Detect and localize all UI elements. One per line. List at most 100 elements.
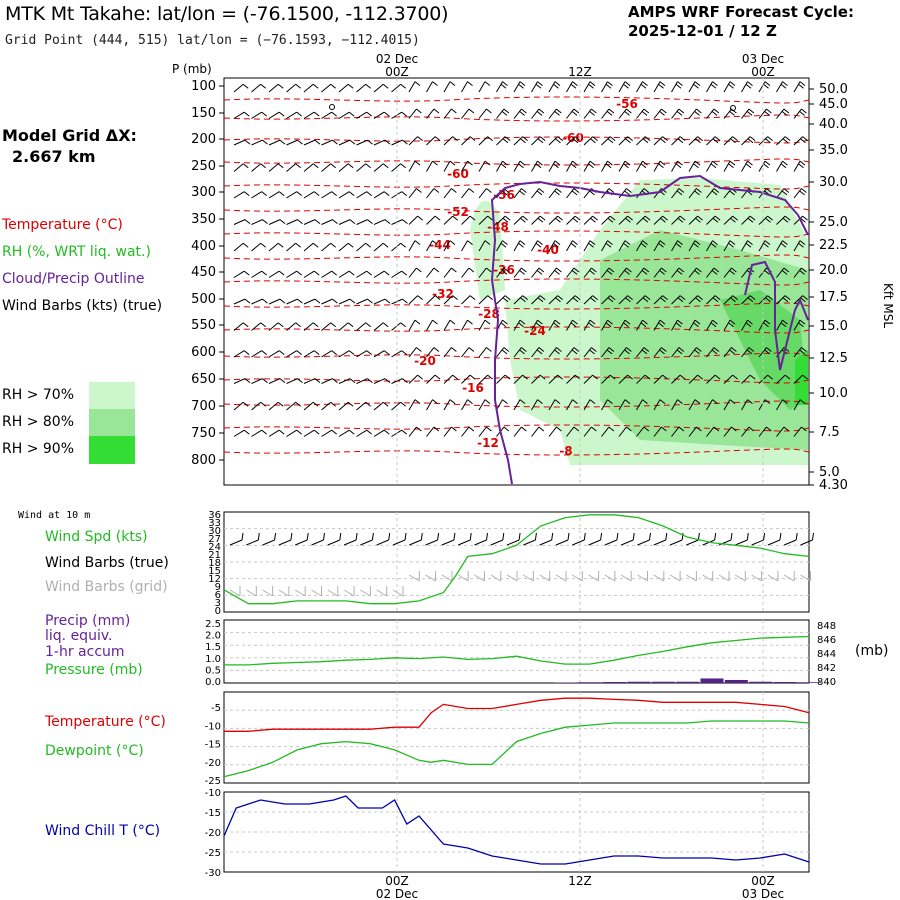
- wind-barb-flag: [571, 270, 578, 275]
- wind-barb: [566, 215, 576, 225]
- wind-barb-flag: [557, 136, 563, 142]
- wind-barb-flag: [745, 242, 752, 248]
- wind-barb-flag: [606, 349, 613, 355]
- wind-barb: [391, 350, 402, 358]
- wind-barb: [373, 111, 385, 119]
- wind-barb-flag: [296, 270, 302, 276]
- surface-wind-barb-true: [784, 539, 797, 546]
- wind-barb: [373, 219, 386, 225]
- wind-barb-flag: [538, 108, 545, 114]
- wind-barb-flag: [764, 160, 771, 166]
- wind-barb-flag: [348, 191, 355, 197]
- wind-barb-flag: [432, 399, 438, 404]
- model-grid-label: Model Grid ΔX:: [2, 126, 137, 145]
- y-tick-label: -5: [211, 703, 221, 714]
- surface-wind-barb-grid: [555, 574, 567, 582]
- wind-barb-flag: [449, 319, 456, 325]
- wind-barb: [548, 136, 558, 146]
- wind-barb-flag: [502, 240, 508, 245]
- wind-barb: [233, 322, 244, 331]
- wind-barb-flag: [749, 215, 756, 221]
- wind-barb: [303, 242, 314, 252]
- pressure-axis: 100 150 200 250 300 350 400 450 500 550 600 650 700 7…: [191, 79, 224, 468]
- wind-barb: [268, 191, 280, 199]
- wind-barb: [548, 160, 556, 172]
- wind-barb-flag: [434, 215, 441, 221]
- wind-barb-flag: [678, 108, 685, 114]
- wind-barb-flag: [784, 136, 791, 142]
- wind-barb: [321, 322, 332, 331]
- wind-barb-flag: [784, 215, 791, 221]
- wind-barb-flag: [589, 270, 595, 275]
- wind-barb-flag: [697, 374, 703, 380]
- wind-barb: [426, 347, 435, 358]
- legend-rh90-swatch: [89, 436, 135, 464]
- surface-wind-barbs-grid: [229, 571, 811, 597]
- wind-barb-flag: [767, 215, 773, 221]
- wind-barb: [443, 426, 452, 437]
- wind-barb-flag: [503, 108, 510, 114]
- wind-barb-flag: [522, 136, 528, 142]
- wind-barb: [636, 399, 643, 411]
- wind-barb-flag: [746, 111, 753, 116]
- wind-barb-flag: [484, 240, 491, 245]
- wind-barb-flag: [348, 111, 355, 117]
- surface-wind-barb-true-flag: [241, 532, 244, 541]
- wind-barb-flag: [659, 111, 665, 116]
- wind-barb: [443, 374, 453, 384]
- wind-barb: [548, 81, 556, 93]
- surface-wind-barb-true-flag: [355, 532, 358, 541]
- wind-barb-flag: [383, 191, 390, 197]
- wind-barb: [251, 139, 263, 146]
- wind-barb: [286, 350, 297, 358]
- wind-barb: [793, 426, 802, 437]
- wind-barb: [286, 242, 297, 252]
- wind-barb: [758, 426, 767, 437]
- wind-barb: [583, 267, 592, 278]
- wind-barb: [408, 160, 416, 172]
- wind-chill-panel: -10 -15 -20 -25 -30: [205, 788, 810, 879]
- wind-barb: [688, 374, 698, 384]
- wind-barb-flag: [486, 108, 492, 114]
- wind-barb: [443, 319, 451, 331]
- wind-barb: [303, 350, 315, 358]
- cloud-outline-main: [490, 174, 809, 485]
- wind-barb-flag: [244, 219, 251, 225]
- wind-barb-flag: [644, 374, 651, 380]
- wind-barb-flag: [641, 270, 648, 275]
- wind-barb-flag: [314, 139, 321, 145]
- y-tick-label: 2.0: [205, 631, 221, 642]
- wind-barb: [583, 108, 592, 119]
- wind-barb-flag: [659, 240, 666, 245]
- wind-barb-flag: [261, 350, 267, 356]
- wind-barb-flag: [627, 215, 633, 221]
- wind-barb: [741, 160, 748, 172]
- wind-barb: [391, 83, 402, 93]
- wind-barb: [706, 347, 715, 358]
- wind-barb-flag: [747, 297, 754, 303]
- wind-barb-flag: [347, 163, 354, 169]
- wind-barb: [758, 240, 766, 252]
- wind-barb-flag: [518, 163, 524, 169]
- time-gridlines: [396, 78, 764, 485]
- wind-barb: [583, 215, 593, 225]
- wind-barb: [233, 139, 246, 146]
- wind-barb-flag: [402, 139, 408, 145]
- wind-barb: [391, 322, 402, 331]
- wind-barb-flag: [243, 111, 250, 117]
- wind-barb: [671, 347, 680, 358]
- wind-barb-flag: [732, 374, 738, 380]
- wind-barb-flag: [749, 295, 756, 301]
- wind-barb: [636, 240, 643, 252]
- calm-wind-marker: [730, 105, 736, 111]
- wind-barb: [356, 139, 368, 146]
- wind-barb-flag: [694, 111, 700, 116]
- y-tick-label: -10: [205, 788, 221, 799]
- wind-barb-flag: [659, 160, 666, 166]
- dewpoint-line: [223, 720, 810, 778]
- legend-rh: RH (%, WRT liq. wat.): [2, 244, 151, 260]
- wind-barb: [356, 219, 368, 225]
- wind-barb: [636, 426, 645, 437]
- wind-barb-flag: [608, 108, 615, 114]
